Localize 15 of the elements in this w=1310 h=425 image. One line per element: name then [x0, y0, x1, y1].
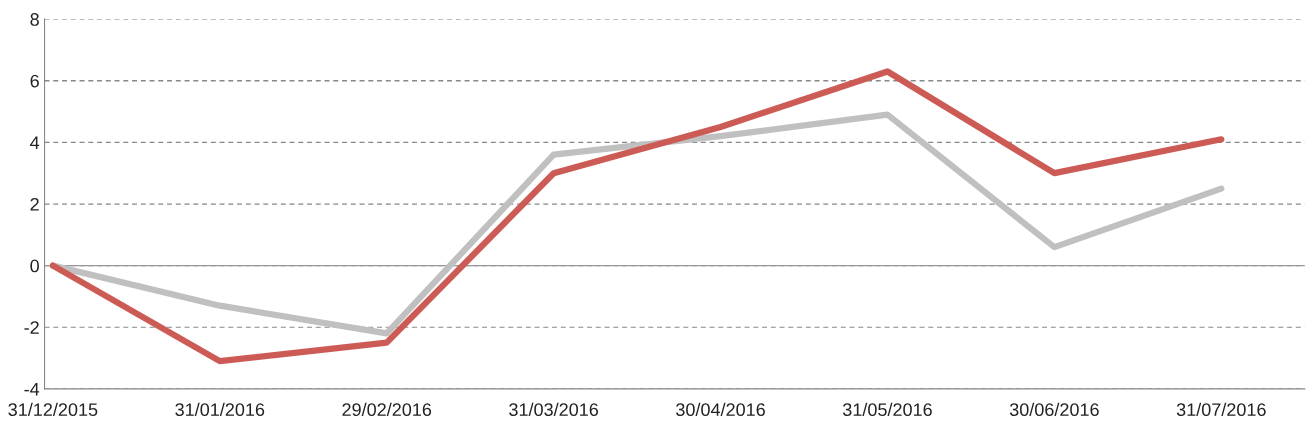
y-tick-label: 2 — [30, 197, 39, 211]
x-tick-label: 30/04/2016 — [676, 402, 765, 417]
y-tick-label: 0 — [30, 259, 39, 273]
y-tick-label: -4 — [24, 383, 40, 396]
x-tick-label: 31/03/2016 — [509, 402, 599, 417]
x-tick-label: 30/06/2016 — [1009, 402, 1099, 417]
y-tick-label: 6 — [30, 74, 39, 88]
x-tick-label: 31/05/2016 — [842, 402, 932, 417]
y-tick-label: 4 — [30, 136, 40, 149]
x-tick-label: 31/07/2016 — [1176, 402, 1266, 417]
x-tick-label: 31/01/2016 — [175, 402, 265, 417]
x-tick-label: 31/12/2015 — [8, 402, 98, 417]
x-tick-label: 29/02/2016 — [342, 402, 432, 417]
y-tick-label: 8 — [30, 13, 39, 26]
y-tick-label: -2 — [24, 321, 39, 334]
